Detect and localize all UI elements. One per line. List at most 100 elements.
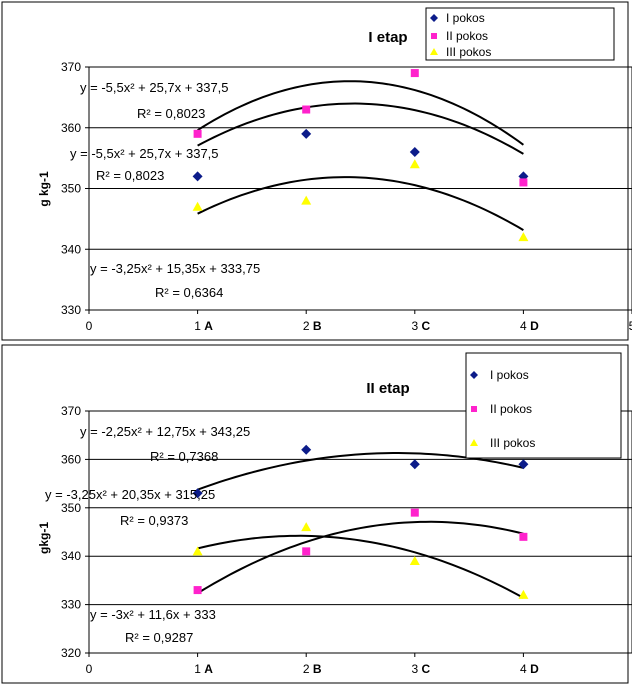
category-label: B	[313, 319, 322, 333]
y-tick-label: 360	[61, 121, 81, 135]
legend-label: II pokos	[446, 29, 488, 43]
chart-2-r2-3: R² = 0,9287	[125, 630, 193, 645]
x-tick-label: 5	[629, 319, 632, 333]
data-point	[409, 159, 420, 169]
x-tick-label: 0	[86, 319, 93, 333]
legend-marker	[431, 33, 437, 39]
chart-1-y-ticks: 330 340 350 360 370	[61, 60, 89, 317]
category-label: C	[421, 662, 430, 676]
legend-label: III pokos	[490, 436, 535, 450]
chart-2-r2-2: R² = 0,9373	[120, 513, 188, 528]
chart-2-categories: A B C D	[204, 662, 539, 676]
trendline	[197, 520, 524, 595]
data-point	[193, 129, 202, 138]
category-label: D	[530, 319, 539, 333]
y-tick-label: 330	[61, 303, 81, 317]
y-tick-label: 350	[61, 182, 81, 196]
y-tick-label: 360	[61, 452, 81, 466]
chart-1-r2-1: R² = 0,8023	[137, 106, 205, 121]
data-point	[301, 128, 312, 139]
y-tick-label: 340	[61, 549, 81, 563]
data-point	[192, 171, 203, 182]
y-tick-label: 330	[61, 598, 81, 612]
chart-2-eq-1: y = -2,25x² + 12,75x + 343,25	[80, 424, 250, 439]
data-point	[192, 488, 203, 499]
legend-label: I pokos	[490, 368, 529, 382]
data-point	[518, 589, 529, 599]
legend-marker	[430, 14, 438, 22]
trendline	[197, 102, 524, 155]
chart-1-ylabel: g kg-1	[37, 171, 51, 207]
trendline	[197, 176, 524, 231]
trendline	[197, 534, 524, 599]
data-point	[301, 195, 312, 205]
chart-1-legend: I pokos II pokos III pokos	[425, 7, 615, 61]
trendline	[197, 80, 524, 146]
chart-1-r2-3: R² = 0,6364	[155, 285, 223, 300]
chart-2-svg: 320 330 340 350 360 370 0 1 2 3 4 A B C D II etap gk…	[1, 344, 632, 684]
x-tick-label: 4	[520, 319, 527, 333]
chart-1-eq-2: y = -5,5x² + 25,7x + 337,5	[70, 146, 219, 161]
data-point	[193, 586, 202, 595]
data-point	[301, 444, 312, 455]
data-point	[409, 459, 420, 470]
chart-2-ylabel: gkg-1	[37, 522, 51, 554]
chart-panel-1: 330 340 350 360 370 0 1 2 3 4 5 A B C D I etap g kg-…	[0, 0, 632, 343]
data-point	[410, 508, 419, 517]
chart-1-eq-3: y = -3,25x² + 15,35x + 333,75	[90, 261, 260, 276]
category-label: D	[530, 662, 539, 676]
data-point	[192, 201, 203, 211]
data-point	[409, 147, 420, 158]
chart-2-title: II etap	[366, 380, 409, 397]
chart-1-legend-box	[425, 7, 615, 61]
chart-1-eq-1: y = -5,5x² + 25,7x + 337,5	[80, 80, 229, 95]
chart-1-points	[192, 69, 529, 242]
x-tick-label: 1	[194, 319, 201, 333]
chart-2-points	[192, 444, 529, 599]
data-point	[409, 556, 420, 566]
chart-panel-2: 320 330 340 350 360 370 0 1 2 3 4 A B C D II etap gk…	[0, 343, 632, 686]
data-point	[518, 232, 529, 242]
chart-2-legend: I pokos II pokos III pokos	[465, 352, 622, 459]
x-tick-label: 2	[303, 319, 310, 333]
chart-2-y-ticks: 320 330 340 350 360 370	[61, 404, 89, 660]
y-tick-label: 340	[61, 242, 81, 256]
chart-1-categories: A B C D	[204, 319, 539, 333]
chart-2-x-ticks: 0 1 2 3 4	[86, 653, 527, 676]
chart-2-legend-box	[465, 352, 622, 459]
data-point	[518, 459, 529, 470]
legend-marker	[471, 406, 477, 412]
legend-marker	[470, 371, 478, 379]
legend-marker	[470, 439, 478, 446]
chart-1-trendlines	[197, 80, 524, 231]
category-label: B	[313, 662, 322, 676]
x-tick-label: 4	[520, 662, 527, 676]
y-tick-label: 350	[61, 501, 81, 515]
legend-label: II pokos	[490, 402, 532, 416]
legend-label: III pokos	[446, 45, 491, 59]
x-tick-label: 3	[411, 662, 418, 676]
y-tick-label: 370	[61, 404, 81, 418]
chart-1-svg: 330 340 350 360 370 0 1 2 3 4 5 A B C D I etap g kg-…	[1, 1, 632, 341]
chart-2-plot-area	[88, 410, 632, 654]
x-tick-label: 1	[194, 662, 201, 676]
legend-label: I pokos	[446, 11, 485, 25]
y-tick-label: 320	[61, 646, 81, 660]
chart-1-title: I etap	[368, 29, 407, 46]
category-label: A	[204, 662, 213, 676]
x-tick-label: 0	[86, 662, 93, 676]
data-point	[301, 522, 312, 532]
x-tick-label: 3	[411, 319, 418, 333]
data-point	[302, 547, 311, 556]
category-label: A	[204, 319, 213, 333]
data-point	[192, 546, 203, 556]
x-tick-label: 2	[303, 662, 310, 676]
chart-1-r2-2: R² = 0,8023	[96, 168, 164, 183]
data-point	[519, 178, 528, 187]
category-label: C	[421, 319, 430, 333]
data-point	[519, 532, 528, 541]
chart-2-eq-3: y = -3x² + 11,6x + 333	[90, 607, 216, 622]
chart-2-r2-1: R² = 0,7368	[150, 449, 218, 464]
y-tick-label: 370	[61, 60, 81, 74]
legend-marker	[430, 48, 438, 55]
